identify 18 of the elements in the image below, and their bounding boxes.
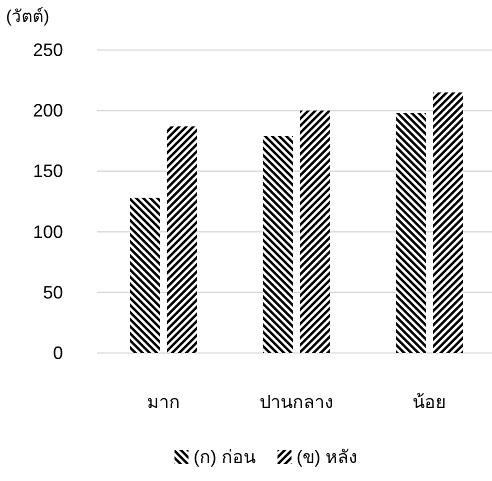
legend-label: (ข) หลัง xyxy=(296,447,358,467)
x-tick-label: ปานกลาง xyxy=(260,392,334,412)
y-tick-label: 200 xyxy=(32,100,63,121)
y-tick-label: 150 xyxy=(32,161,63,182)
y-tick-label: 50 xyxy=(42,282,63,302)
legend-label: (ก) ก่อน xyxy=(194,447,256,467)
y-tick-label: 0 xyxy=(52,343,63,363)
bar xyxy=(300,110,330,353)
y-axis-title: (วัตต์) xyxy=(6,7,50,26)
y-tick-label: 250 xyxy=(32,40,63,60)
x-tick-label: มาก xyxy=(147,392,180,412)
x-tick-label: น้อย xyxy=(412,392,446,412)
bar xyxy=(130,198,160,353)
bar xyxy=(263,136,293,353)
bar xyxy=(433,92,463,353)
bar xyxy=(396,113,426,353)
y-tick-label: 100 xyxy=(32,222,63,242)
bar xyxy=(167,126,197,353)
